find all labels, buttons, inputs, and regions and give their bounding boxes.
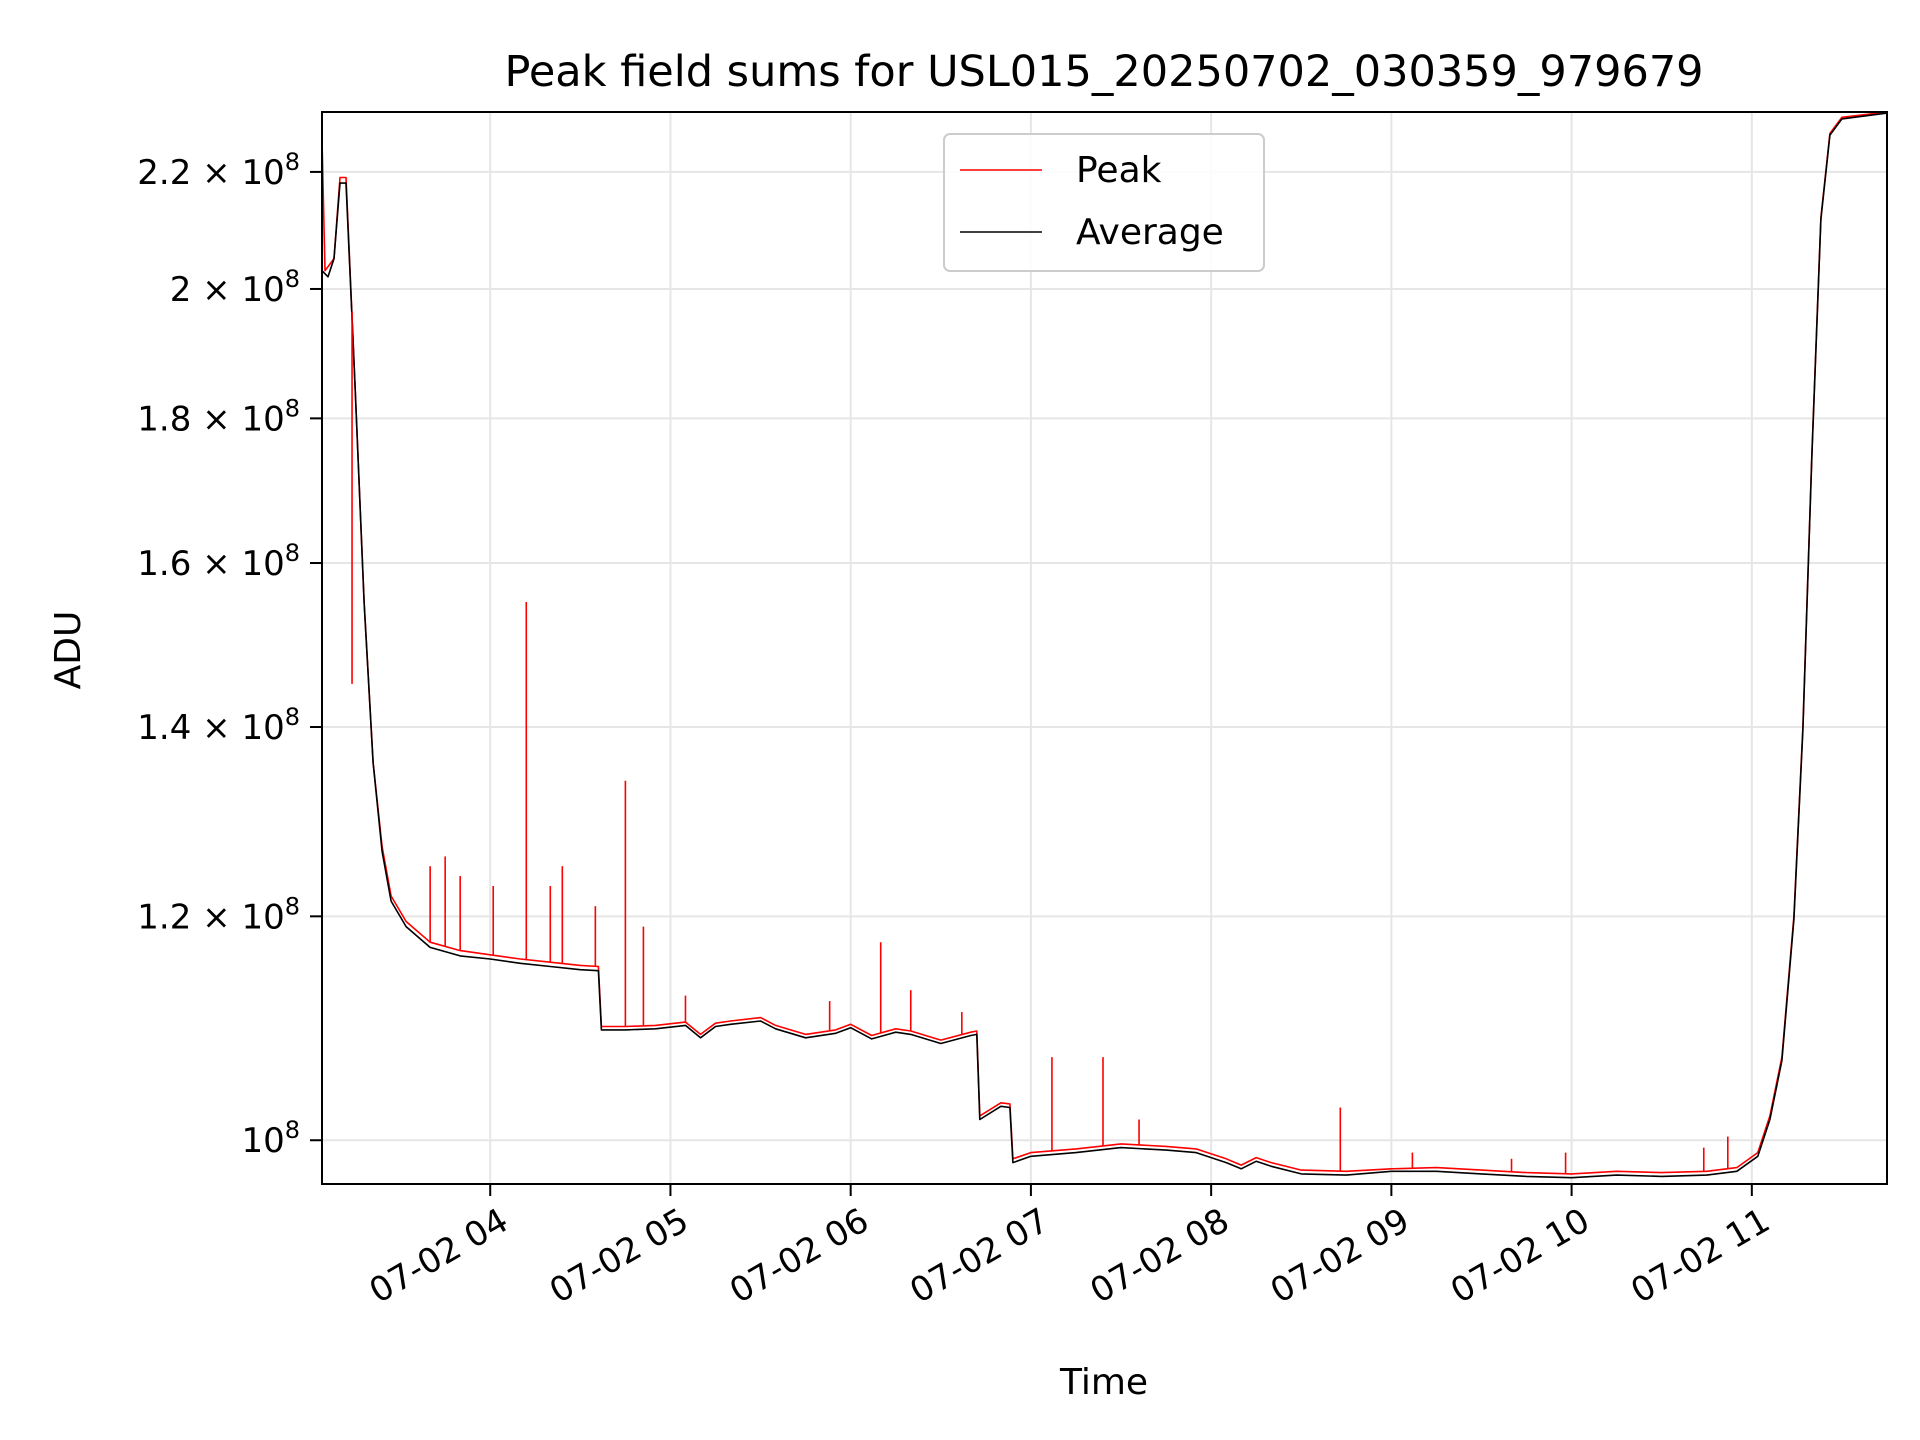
y-tick-label: 1.6 × 108 <box>137 539 300 584</box>
y-tick-exponent: 8 <box>285 1116 300 1144</box>
y-axis-label: ADU <box>48 611 89 690</box>
y-tick-mantissa: 1.2 × 10 <box>137 897 284 937</box>
y-tick-label: 2.2 × 108 <box>137 148 300 193</box>
y-tick-label: 1.8 × 108 <box>137 394 300 439</box>
series-line-average <box>321 112 1888 1179</box>
series-line-peak <box>321 111 1888 1175</box>
y-tick-label: 1.2 × 108 <box>137 892 300 937</box>
y-tick-label: 2 × 108 <box>170 265 300 310</box>
chart-title: Peak field sums for USL015_20250702_0303… <box>504 47 1703 97</box>
y-tick-exponent: 8 <box>285 148 300 176</box>
y-tick-exponent: 8 <box>285 892 300 920</box>
y-tick-mantissa: 1.4 × 10 <box>137 708 284 748</box>
y-tick-mantissa: 10 <box>241 1121 284 1161</box>
legend-label-peak: Peak <box>1076 150 1162 191</box>
series-lines <box>321 111 1888 1179</box>
legend-box <box>943 133 1265 272</box>
x-axis-label: Time <box>1059 1362 1148 1403</box>
plot-area-frame <box>321 111 1888 1185</box>
y-tick-mantissa: 2.2 × 10 <box>137 153 284 193</box>
y-tick-label: 108 <box>241 1116 300 1161</box>
legend: Peak Average <box>943 133 1265 272</box>
y-tick-mantissa: 1.8 × 10 <box>137 399 284 439</box>
y-tick-exponent: 8 <box>285 394 300 422</box>
y-tick-exponent: 8 <box>285 703 300 731</box>
y-tick-label: 1.4 × 108 <box>137 703 300 748</box>
legend-label-average: Average <box>1076 212 1224 253</box>
y-tick-exponent: 8 <box>285 539 300 567</box>
y-tick-mantissa: 2 × 10 <box>170 270 285 310</box>
y-tick-exponent: 8 <box>285 265 300 293</box>
y-tick-mantissa: 1.6 × 10 <box>137 544 284 584</box>
